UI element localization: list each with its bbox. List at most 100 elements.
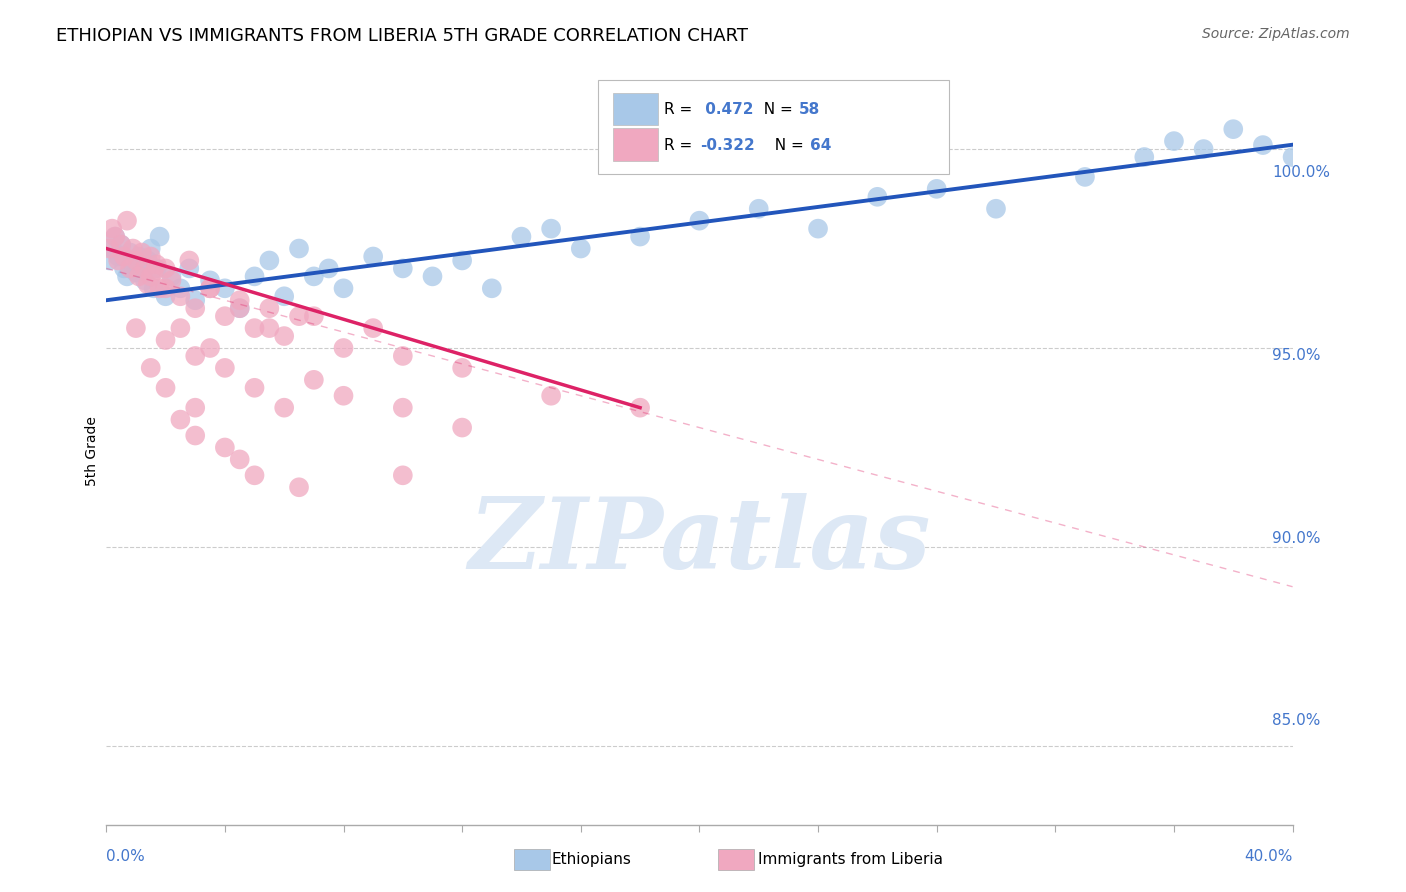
Point: [228, 301, 250, 316]
Point: [139, 250, 162, 264]
Point: [288, 480, 311, 494]
Y-axis label: 5th Grade: 5th Grade: [86, 417, 100, 486]
Text: 100.0%: 100.0%: [1272, 165, 1330, 180]
Text: 58: 58: [799, 103, 820, 117]
Point: [128, 269, 150, 284]
Point: [169, 412, 191, 426]
Point: [112, 261, 135, 276]
Point: [228, 293, 250, 308]
Point: [259, 301, 281, 316]
Point: [288, 242, 311, 256]
Point: [149, 229, 172, 244]
Point: [332, 281, 354, 295]
Point: [115, 213, 138, 227]
Point: [984, 202, 1007, 216]
Point: [302, 373, 325, 387]
Text: 64: 64: [810, 138, 831, 153]
Point: [214, 441, 236, 455]
Point: [179, 253, 201, 268]
Point: [139, 269, 162, 284]
Point: [198, 341, 221, 355]
Point: [142, 281, 165, 295]
Point: [169, 321, 191, 335]
Point: [481, 281, 503, 295]
Text: 0.472: 0.472: [700, 103, 754, 117]
Text: Ethiopians: Ethiopians: [551, 852, 631, 867]
Point: [145, 257, 167, 271]
Point: [128, 250, 150, 264]
Point: [1281, 150, 1303, 164]
Point: [1341, 142, 1364, 156]
Point: [243, 269, 266, 284]
Point: [451, 253, 474, 268]
Point: [392, 468, 415, 483]
Text: 40.0%: 40.0%: [1244, 849, 1292, 864]
Point: [302, 309, 325, 323]
Point: [925, 182, 948, 196]
Point: [332, 389, 354, 403]
Point: [243, 321, 266, 335]
Point: [136, 277, 159, 292]
Point: [104, 229, 127, 244]
Text: R =: R =: [664, 138, 697, 153]
Point: [155, 381, 177, 395]
Point: [184, 428, 207, 442]
Point: [1251, 138, 1274, 153]
Point: [318, 261, 340, 276]
Point: [214, 281, 236, 295]
Text: Source: ZipAtlas.com: Source: ZipAtlas.com: [1202, 27, 1350, 41]
Point: [184, 401, 207, 415]
Point: [139, 360, 162, 375]
Point: [122, 257, 145, 271]
Point: [332, 341, 354, 355]
Point: [628, 229, 651, 244]
Point: [1310, 130, 1333, 145]
Point: [361, 321, 384, 335]
Point: [131, 261, 153, 276]
Point: [273, 289, 295, 303]
Point: [125, 265, 148, 279]
Point: [155, 333, 177, 347]
Point: [169, 289, 191, 303]
Point: [110, 237, 132, 252]
Point: [184, 349, 207, 363]
Point: [214, 360, 236, 375]
Point: [98, 253, 121, 268]
Point: [451, 360, 474, 375]
Point: [118, 245, 141, 260]
Point: [145, 261, 167, 276]
Point: [628, 401, 651, 415]
Point: [288, 309, 311, 323]
Point: [160, 269, 183, 284]
Point: [112, 250, 135, 264]
Point: [104, 229, 127, 244]
Text: R =: R =: [664, 103, 697, 117]
Point: [101, 242, 124, 256]
Point: [1133, 150, 1156, 164]
Point: [1400, 122, 1406, 136]
Point: [259, 321, 281, 335]
Point: [510, 229, 533, 244]
Point: [115, 269, 138, 284]
Point: [155, 261, 177, 276]
Point: [155, 281, 177, 295]
Text: 85.0%: 85.0%: [1272, 714, 1320, 728]
Point: [214, 309, 236, 323]
Point: [259, 253, 281, 268]
Point: [748, 202, 770, 216]
Point: [122, 242, 145, 256]
Text: 0.0%: 0.0%: [107, 849, 145, 864]
Point: [179, 261, 201, 276]
Point: [1192, 142, 1215, 156]
Point: [125, 321, 148, 335]
Point: [1222, 122, 1244, 136]
Point: [392, 401, 415, 415]
Point: [134, 261, 156, 276]
Point: [569, 242, 592, 256]
Point: [273, 401, 295, 415]
Text: -0.322: -0.322: [700, 138, 755, 153]
Point: [98, 242, 121, 256]
Point: [136, 253, 159, 268]
Text: 90.0%: 90.0%: [1272, 531, 1320, 546]
Point: [361, 250, 384, 264]
